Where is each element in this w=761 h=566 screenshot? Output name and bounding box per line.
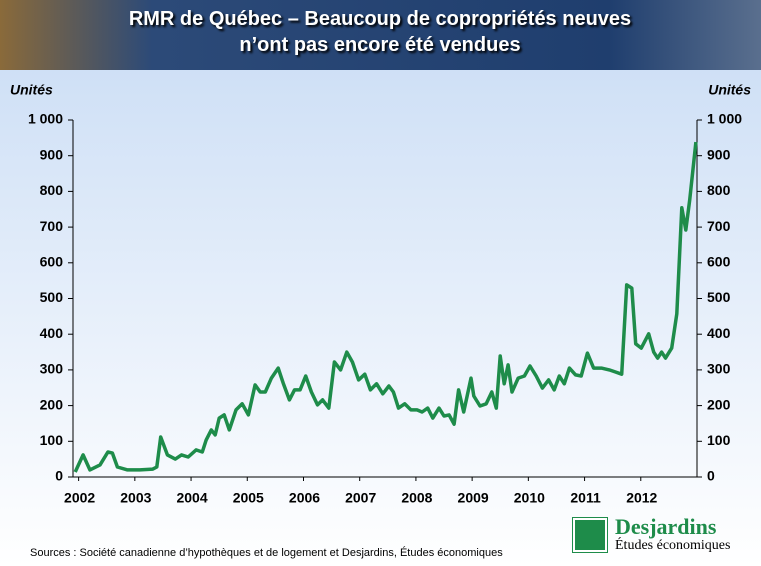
y-tick-label: 200: [40, 396, 64, 412]
y-tick-label: 300: [40, 361, 64, 377]
y2-tick-label: 100: [707, 432, 731, 448]
y-tick-label: 800: [40, 182, 64, 198]
y2-tick-label: 900: [707, 146, 731, 162]
y-tick-label: 1 000: [28, 111, 63, 127]
page: Unités Unités 0 100 200 300 400 500 600 700 800 9…: [0, 0, 761, 566]
logo: Desjardins Études économiques: [573, 516, 730, 554]
y-axis-label: Unités: [10, 82, 53, 98]
y2-axis-label: Unités: [708, 82, 751, 98]
y2-tick-label: 600: [707, 254, 731, 270]
logo-name: Desjardins: [615, 516, 730, 538]
x-tick-label: 2009: [458, 490, 489, 506]
x-tick-label: 2012: [626, 490, 657, 506]
y-tick-label: 400: [40, 325, 64, 341]
y2-tick-label: 1 000: [707, 111, 742, 127]
x-tick-label: 2010: [514, 490, 545, 506]
x-tick-label: 2004: [176, 490, 207, 506]
y2-tick-label: 800: [707, 182, 731, 198]
y-tick-label: 0: [55, 468, 63, 484]
y-tick-label: 500: [40, 289, 64, 305]
y-tick-label: 100: [40, 432, 64, 448]
y-tick-label: 700: [40, 218, 64, 234]
x-tick-label: 2007: [345, 490, 376, 506]
logo-icon: [573, 518, 607, 552]
y2-tick-label: 400: [707, 325, 731, 341]
x-tick-label: 2005: [233, 490, 264, 506]
y2-tick-label: 300: [707, 361, 731, 377]
y-tick-label: 900: [40, 146, 64, 162]
x-tick-label: 2011: [570, 490, 601, 506]
x-tick-label: 2008: [401, 490, 432, 506]
x-tick-label: 2002: [64, 490, 95, 506]
y2-tick-label: 700: [707, 218, 731, 234]
chart: Unités Unités 0 100 200 300 400 500 600 700 800 9…: [0, 0, 761, 566]
logo-text: Desjardins Études économiques: [615, 516, 730, 554]
y2-tick-label: 500: [707, 289, 731, 305]
logo-subtitle: Études économiques: [615, 538, 730, 554]
chart-title: RMR de Québec – Beaucoup de copropriétés…: [120, 6, 640, 58]
y2-tick-label: 200: [707, 396, 731, 412]
x-tick-label: 2006: [289, 490, 320, 506]
x-tick-label: 2003: [120, 490, 151, 506]
source: Sources : Société canadienne d’hypothèqu…: [30, 547, 503, 559]
y-tick-label: 600: [40, 254, 64, 270]
y2-tick-label: 0: [707, 468, 715, 484]
